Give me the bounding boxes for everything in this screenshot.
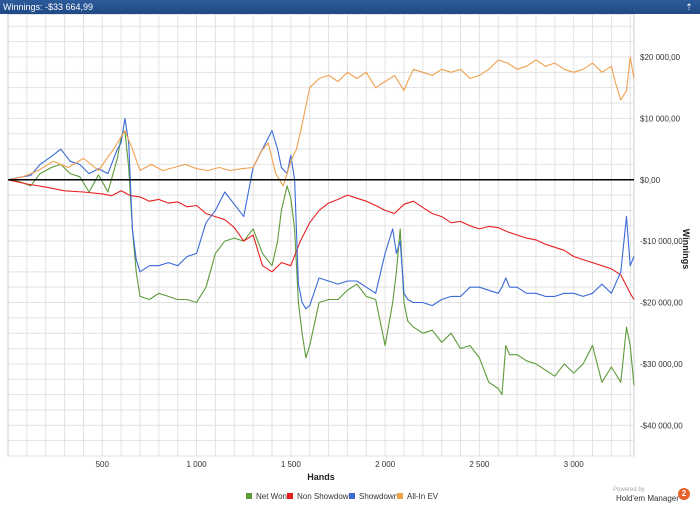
- legend-item-all-in-ev[interactable]: All-In EV: [397, 492, 438, 501]
- y-tick-label: -$40 000,00: [640, 421, 683, 430]
- x-axis-label: Hands: [307, 472, 335, 482]
- window-titlebar: Winnings: -$33 664,99 ⇡: [0, 0, 700, 14]
- legend-swatch: [397, 493, 403, 499]
- holdem-manager-logo-icon: 2: [678, 488, 690, 500]
- x-tick-label: 500: [96, 460, 110, 469]
- winnings-chart: 500 1 000 1 500 2 000 2 500 3 000 $20 000,00 $1…: [7, 14, 691, 482]
- x-tick-label: 1 500: [281, 460, 302, 469]
- y-tick-label: -$10 000,00: [640, 237, 683, 246]
- x-tick-label: 3 000: [564, 460, 585, 469]
- y-tick-label: -$20 000,00: [640, 299, 683, 308]
- legend-item-showdown[interactable]: Showdown: [349, 492, 398, 501]
- legend-item-net-won[interactable]: Net Won: [246, 492, 287, 501]
- legend-label: Showdown: [359, 492, 399, 501]
- brand-name: Hold'em Manager: [616, 494, 679, 503]
- y-tick-label: -$30 000,00: [640, 360, 683, 369]
- legend-swatch: [349, 493, 355, 499]
- y-tick-label: $0,00: [640, 176, 661, 185]
- y-axis-label: Winnings: [681, 229, 691, 269]
- legend-label: All-In EV: [407, 492, 439, 501]
- pin-icon[interactable]: ⇡: [685, 2, 693, 12]
- x-tick-label: 1 000: [187, 460, 208, 469]
- x-tick-label: 2 500: [469, 460, 490, 469]
- legend-item-non-showdown[interactable]: Non Showdown: [287, 492, 353, 501]
- series-line-showdown: [7, 117, 635, 310]
- window-title: Winnings: -$33 664,99: [3, 2, 94, 12]
- series-line-all-in-ev: [7, 56, 635, 187]
- y-tick-label: $10 000,00: [640, 114, 681, 123]
- legend-swatch: [287, 493, 293, 499]
- legend-swatch: [246, 493, 252, 499]
- x-tick-label: 2 000: [375, 460, 396, 469]
- powered-by-text: Powered by: [613, 487, 645, 493]
- chart-legend: Net Won Non Showdown Showdown All-In EV: [0, 492, 700, 502]
- axis-ticks: 500 1 000 1 500 2 000 2 500 3 000 $20 000,00 $1…: [96, 53, 684, 469]
- legend-label: Net Won: [256, 492, 287, 501]
- grid-lines: [8, 14, 634, 457]
- legend-label: Non Showdown: [297, 492, 354, 501]
- y-tick-label: $20 000,00: [640, 53, 681, 62]
- series-line-non-showdown: [7, 179, 635, 300]
- series-line-net-won: [7, 130, 635, 396]
- series-lines: [7, 56, 635, 396]
